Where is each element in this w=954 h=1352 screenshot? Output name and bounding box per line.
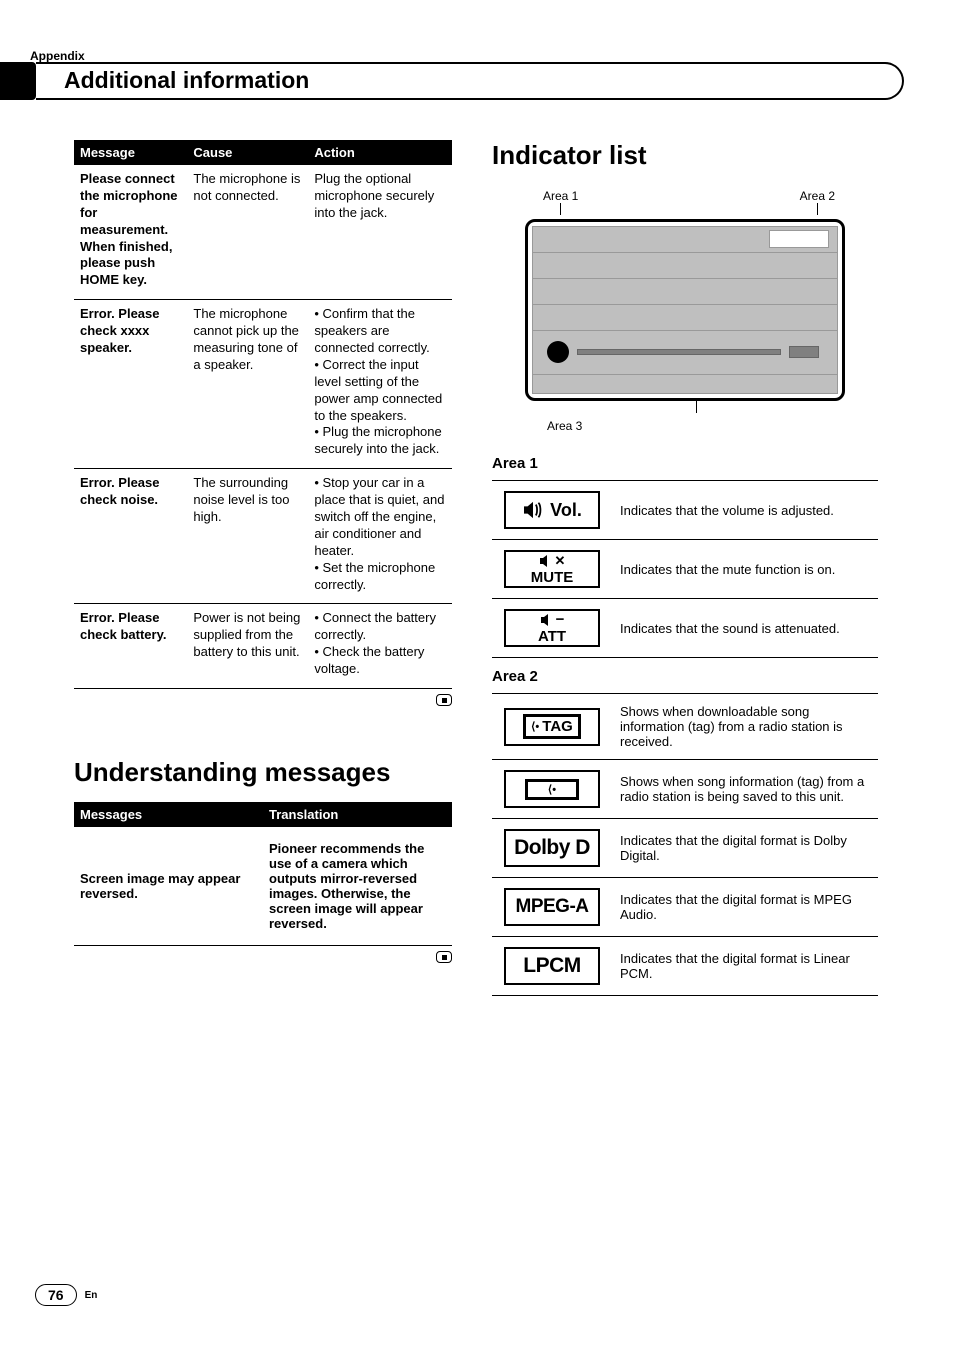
area-diagram: Area 1 Area 2 Area 3 [525,189,845,433]
cell-message: Error. Please check battery. [74,604,187,689]
col-message: Message [74,140,187,165]
icon-cell: Vol. [492,481,612,540]
cell-action: • Connect the battery correctly. • Check… [308,604,452,689]
tag-icon: ⟨•TAG [504,708,600,746]
icon-cell: ⟨•TAG [492,694,612,760]
area1-table: Vol. Indicates that the volume is adjust… [492,480,878,658]
indicator-row: ⟨•TAG Shows when downloadable song infor… [492,694,878,760]
col-cause: Cause [187,140,308,165]
indicator-row: ⟨• Shows when song information (tag) fro… [492,760,878,819]
section-end-icon [74,689,452,709]
indicator-row: Vol. Indicates that the volume is adjust… [492,481,878,540]
page-title: Additional information [60,67,313,94]
cell-translation: Pioneer recommends the use of a camera w… [263,827,452,946]
icon-cell: MPEG-A [492,878,612,937]
mpeg-icon: MPEG-A [504,888,600,926]
cell-cause: The surrounding noise level is too high. [187,469,308,604]
table-row: Screen image may appear reversed. Pionee… [74,827,452,946]
appendix-label: Appendix [30,49,85,63]
icon-cell: LPCM [492,937,612,996]
table-row: Error. Please check xxxx speaker. The mi… [74,300,452,469]
table-row: Error. Please check battery. Power is no… [74,604,452,689]
dolby-icon: Dolby D [504,829,600,867]
icon-cell: ⟨• [492,760,612,819]
header-bar: Additional information [0,62,904,100]
area1-heading: Area 1 [492,455,878,472]
cell-message: Screen image may appear reversed. [74,827,263,946]
indicator-row: LPCM Indicates that the digital format i… [492,937,878,996]
area2-heading: Area 2 [492,668,878,685]
area2-table: ⟨•TAG Shows when downloadable song infor… [492,693,878,996]
right-column: Indicator list Area 1 Area 2 [492,140,878,996]
table-header-row: Message Cause Action [74,140,452,165]
area3-label: Area 3 [547,419,845,433]
indicator-row: ✕ MUTE Indicates that the mute function … [492,540,878,599]
cell-cause: The microphone is not connected. [187,165,308,300]
col-translation: Translation [263,802,452,827]
mute-icon: ✕ MUTE [504,550,600,588]
cell-message: Please connect the microphone for measur… [74,165,187,300]
tag-saving-icon: ⟨• [504,770,600,808]
vol-icon: Vol. [504,491,600,529]
lpcm-icon: LPCM [504,947,600,985]
indicator-desc: Indicates that the digital format is MPE… [612,878,878,937]
cell-message: Error. Please check xxxx speaker. [74,300,187,469]
indicator-desc: Indicates that the sound is attenuated. [612,599,878,658]
table-row: Error. Please check noise. The surroundi… [74,469,452,604]
cell-action: • Confirm that the speakers are connecte… [308,300,452,469]
error-message-table: Message Cause Action Please connect the … [74,140,452,689]
indicator-row: − ATT Indicates that the sound is attenu… [492,599,878,658]
area2-label: Area 2 [800,189,835,217]
table-header-row: Messages Translation [74,802,452,827]
indicator-row: Dolby D Indicates that the digital forma… [492,819,878,878]
understanding-table: Messages Translation Screen image may ap… [74,802,452,946]
section-end-icon [74,946,452,966]
indicator-desc: Shows when downloadable song information… [612,694,878,760]
table-row: Please connect the microphone for measur… [74,165,452,300]
page-footer: 76 En [35,1284,97,1306]
indicator-desc: Indicates that the digital format is Dol… [612,819,878,878]
indicator-desc: Indicates that the volume is adjusted. [612,481,878,540]
indicator-row: MPEG-A Indicates that the digital format… [492,878,878,937]
icon-cell: ✕ MUTE [492,540,612,599]
icon-cell: − ATT [492,599,612,658]
cell-cause: The microphone cannot pick up the measur… [187,300,308,469]
col-messages: Messages [74,802,263,827]
diagram-frame [525,219,845,401]
icon-cell: Dolby D [492,819,612,878]
col-action: Action [308,140,452,165]
indicator-desc: Shows when song information (tag) from a… [612,760,878,819]
page-number: 76 [35,1284,77,1306]
area1-label: Area 1 [543,189,578,217]
cell-action: • Stop your car in a place that is quiet… [308,469,452,604]
page-lang: En [85,1290,98,1301]
indicator-desc: Indicates that the mute function is on. [612,540,878,599]
indicator-desc: Indicates that the digital format is Lin… [612,937,878,996]
indicator-heading: Indicator list [492,140,878,171]
cell-action: Plug the optional microphone securely in… [308,165,452,300]
understanding-heading: Understanding messages [74,757,452,788]
header-tab [0,62,36,100]
cell-cause: Power is not being supplied from the bat… [187,604,308,689]
att-icon: − ATT [504,609,600,647]
left-column: Message Cause Action Please connect the … [74,140,452,966]
cell-message: Error. Please check noise. [74,469,187,604]
